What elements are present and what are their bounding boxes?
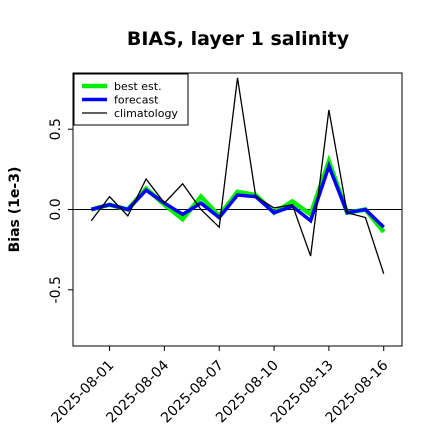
y-tick-label: -0.5 — [48, 276, 64, 303]
chart-title: BIAS, layer 1 salinity — [127, 28, 350, 50]
legend-label: best est. — [114, 80, 162, 93]
y-tick-label: 0.5 — [48, 118, 64, 140]
y-axis-label: Bias (1e-3) — [7, 167, 23, 253]
legend-label: forecast — [114, 94, 159, 107]
climatology-line — [90, 77, 385, 274]
y-axis-ticks: -0.5 0.0 0.5 — [48, 118, 73, 303]
series-layer — [90, 77, 386, 274]
y-tick-label: 0.0 — [48, 198, 64, 220]
legend-label: climatology — [114, 107, 178, 120]
forecast-line — [90, 161, 385, 229]
